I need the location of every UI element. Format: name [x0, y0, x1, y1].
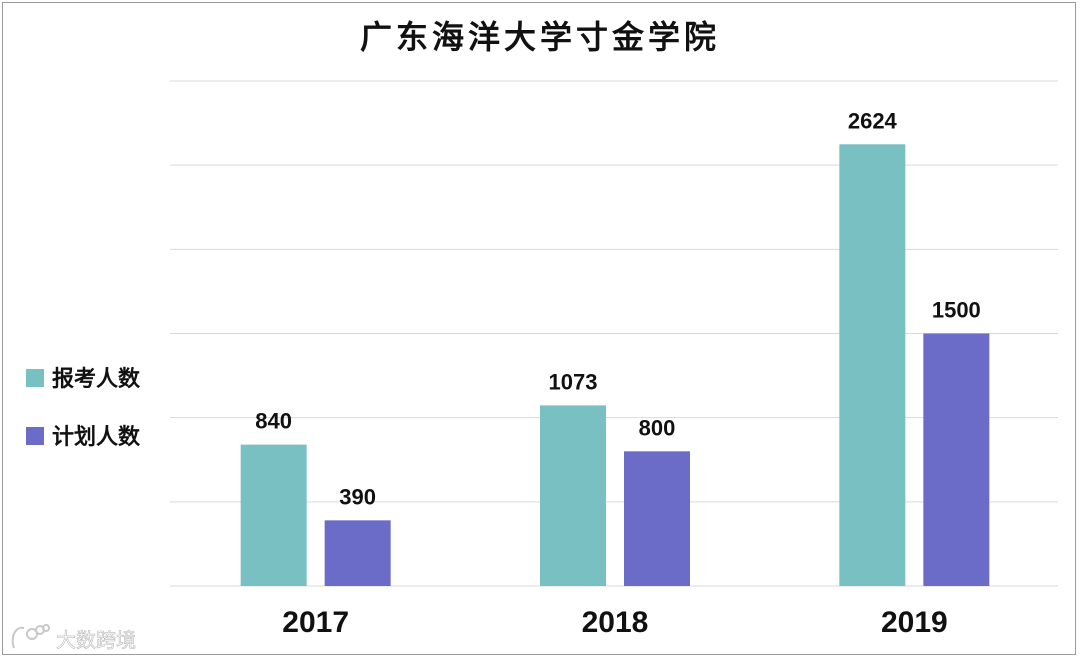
legend-label: 报考人数 — [52, 366, 141, 392]
watermark-logo-icon — [11, 624, 50, 649]
data-labels: 840 390 1073 800 2624 1500 — [255, 108, 981, 509]
bars — [240, 144, 990, 586]
bar-2019-series-1 — [839, 144, 906, 586]
bar-2018-series-1 — [540, 405, 606, 586]
data-label: 1500 — [932, 298, 981, 323]
watermark-text: 大数跨境 — [56, 628, 136, 652]
chart-title: 广东海洋大学寸金学院 — [360, 18, 720, 56]
data-label: 1073 — [549, 369, 598, 394]
bar-2017-series-1 — [240, 444, 307, 586]
data-label: 390 — [339, 484, 376, 509]
bar-2019-series-2 — [923, 333, 990, 586]
data-label: 800 — [639, 415, 676, 440]
x-tick-label: 2019 — [881, 606, 948, 639]
bar-2017-series-2 — [324, 520, 391, 586]
legend-label: 计划人数 — [52, 424, 141, 450]
x-tick-label: 2017 — [282, 606, 349, 639]
bar-2018-series-2 — [624, 451, 690, 586]
gridlines — [170, 80, 1058, 587]
legend-swatch — [26, 369, 44, 387]
legend-swatch — [26, 427, 44, 445]
data-label: 840 — [255, 409, 292, 434]
data-label: 2624 — [848, 108, 898, 133]
watermark: 大数跨境 — [11, 624, 136, 652]
x-axis-ticks: 2017 2018 2019 — [282, 606, 947, 639]
x-tick-label: 2018 — [582, 606, 649, 639]
